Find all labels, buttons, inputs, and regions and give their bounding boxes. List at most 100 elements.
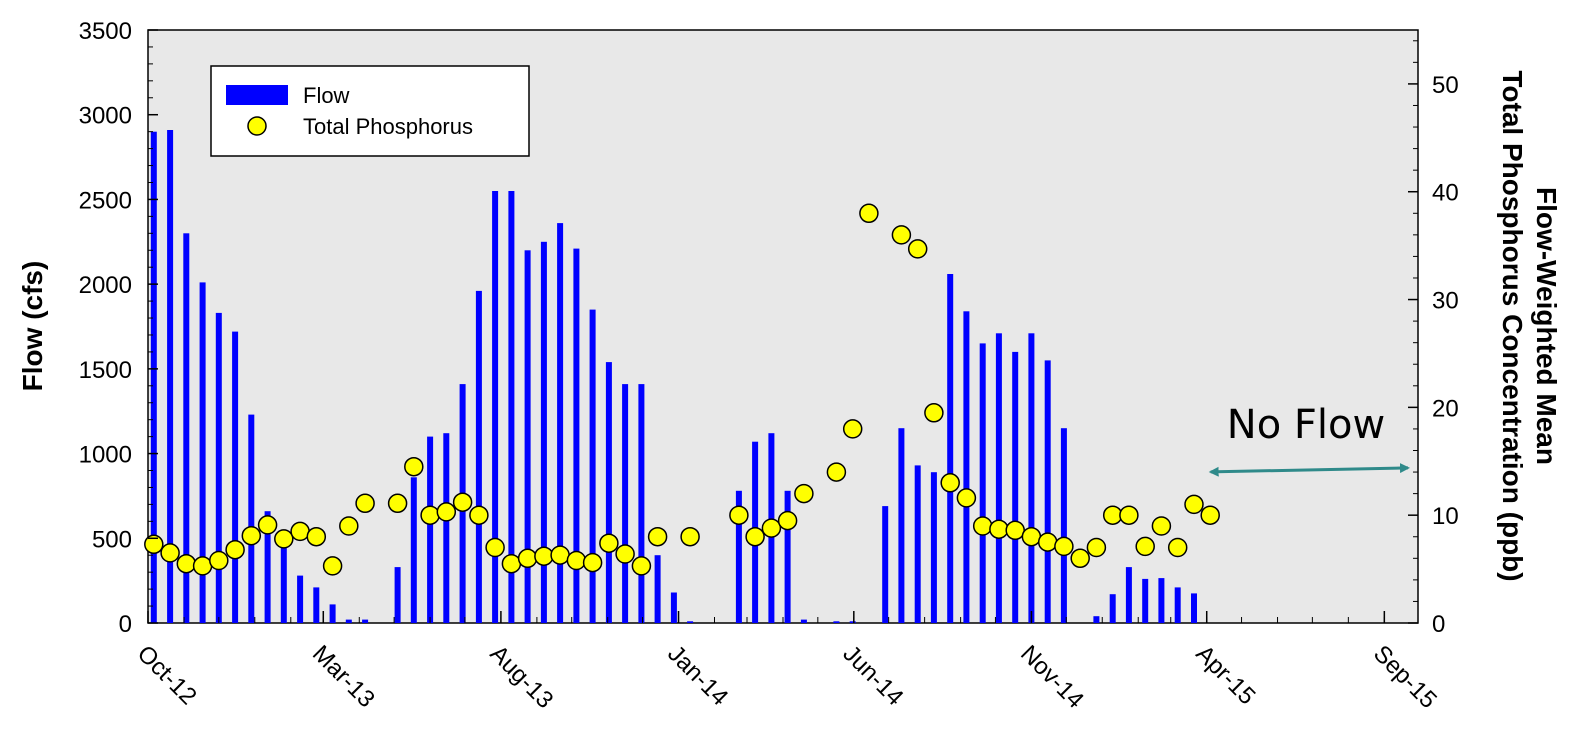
flow-bar [1142, 578, 1149, 623]
flow-bar [362, 619, 369, 623]
flow-bar [638, 384, 645, 623]
flow-bar [443, 433, 450, 623]
tp-point [144, 534, 164, 555]
tp-point [1200, 505, 1220, 525]
flow-bar [1044, 360, 1051, 623]
tp-point [355, 493, 375, 514]
tp-point [1086, 537, 1107, 558]
flow-bar [573, 248, 580, 623]
tp-point [1119, 505, 1139, 525]
tp-point [192, 556, 213, 576]
flow-bar [427, 436, 434, 623]
x-tick-label: Oct-12 [132, 640, 202, 710]
flow-bar [882, 506, 889, 623]
flow-bar [1174, 587, 1181, 623]
x-tick-label: Sep-15 [1368, 640, 1442, 714]
x-axis: Oct-12 Mar-13 Aug-13 Jan-14 Jun-14 Nov-14 Apr-… [132, 611, 1442, 714]
tp-point [794, 483, 814, 504]
y-axis-title: Flow (cfs) [17, 261, 48, 392]
flow-bar [524, 250, 531, 624]
tp-point [209, 550, 229, 571]
tp-point [842, 419, 863, 439]
legend-tp-marker [247, 116, 267, 136]
tp-point [1037, 532, 1058, 552]
tp-point [566, 550, 587, 571]
tp-point [241, 525, 262, 546]
y2-tick-label: 40 [1432, 180, 1459, 207]
flow-bar [1093, 616, 1100, 623]
tp-point [972, 516, 993, 536]
flow-bar [979, 343, 986, 623]
tp-point [907, 239, 928, 259]
flow-bar [1191, 593, 1197, 623]
flow-bar [232, 331, 239, 623]
tp-point [989, 519, 1009, 539]
x-tick-label: Aug-13 [485, 640, 559, 714]
tp-point [826, 462, 847, 482]
tp-point [469, 505, 489, 525]
tp-point [940, 473, 960, 493]
tp-point [1005, 520, 1025, 541]
tp-point [290, 521, 310, 542]
y-tick-label: 3500 [79, 18, 132, 45]
flow-bar [735, 490, 742, 623]
y2-tick-label: 50 [1432, 72, 1459, 99]
tp-point [274, 529, 294, 549]
tp-point [1167, 537, 1188, 558]
flow-bar [654, 555, 661, 623]
tp-point [647, 526, 668, 547]
flow-bar [394, 567, 401, 623]
x-tick-label: Apr-15 [1190, 640, 1260, 710]
flow-bar [670, 592, 677, 623]
right-axis: 0 10 20 30 40 50 [1408, 40, 1459, 638]
y2-tick-label: 10 [1432, 503, 1459, 530]
flow-bar [849, 621, 856, 623]
tp-point [891, 225, 912, 245]
flow-bar [248, 414, 255, 623]
tp-point [257, 515, 278, 535]
flow-bar [1109, 594, 1116, 623]
tp-point [924, 403, 944, 423]
tp-point [322, 556, 343, 576]
flow-bar [622, 384, 629, 623]
tp-point [176, 553, 197, 574]
y-tick-label: 2500 [79, 187, 132, 214]
tp-point [404, 456, 424, 477]
flow-bar [492, 191, 499, 623]
legend-box [210, 65, 530, 157]
flow-bar [313, 587, 320, 623]
tp-point [501, 553, 522, 574]
tp-point [436, 502, 457, 522]
flow-bar [297, 575, 304, 623]
flow-bar [410, 477, 417, 623]
tp-point [485, 537, 505, 558]
flow-bar [833, 621, 840, 623]
flow-bar [1028, 333, 1035, 623]
flow-bar [947, 274, 954, 623]
legend-flow-swatch [226, 85, 288, 105]
y-tick-label: 1500 [79, 357, 132, 384]
tp-point [339, 516, 359, 536]
tp-point [1102, 505, 1123, 525]
flow-bar [898, 428, 905, 623]
flow-bar [280, 541, 287, 623]
tp-point [1070, 548, 1090, 569]
flow-bar [1125, 567, 1132, 623]
y2-tick-label: 30 [1432, 288, 1459, 315]
flow-bars [150, 130, 1197, 624]
flow-bar [800, 619, 807, 623]
tp-point [680, 526, 700, 547]
x-tick-label: Mar-13 [307, 640, 380, 713]
flow-bar [687, 621, 694, 623]
y2-axis-title-line2: Total Phosphorus Concentration (ppb) [1497, 70, 1528, 581]
flow-bar [784, 490, 791, 623]
flow-bar [215, 312, 222, 623]
flow-bar [1012, 351, 1019, 623]
tp-point [1021, 526, 1042, 547]
y2-tick-label: 0 [1432, 611, 1445, 638]
y2-tick-label: 20 [1432, 395, 1459, 422]
x-tick-label: Jun-14 [838, 640, 909, 711]
tp-point [306, 526, 327, 547]
flow-bar [930, 472, 937, 623]
y-tick-label: 0 [119, 611, 132, 638]
